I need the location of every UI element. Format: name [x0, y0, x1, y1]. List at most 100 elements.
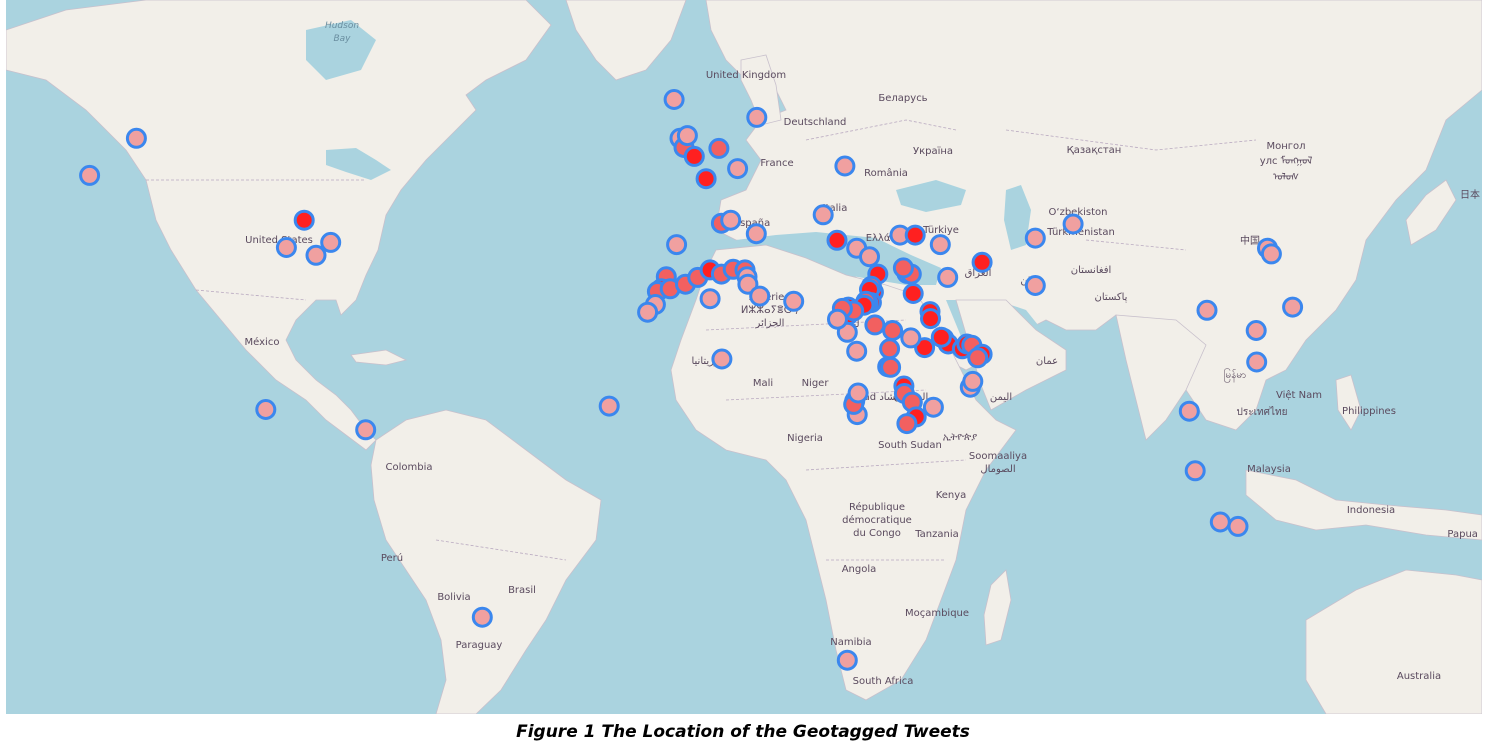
- tweet-marker[interactable]: [663, 89, 685, 110]
- tweet-marker[interactable]: [293, 209, 315, 231]
- label-malaysia: Malaysia: [1247, 464, 1291, 475]
- label-niger: Niger: [802, 378, 830, 389]
- label-hudson-bay: Hudson: [325, 21, 359, 31]
- tweet-marker[interactable]: [711, 348, 733, 370]
- tweet-marker[interactable]: [847, 382, 869, 404]
- label-bolivia: Bolivia: [437, 592, 470, 603]
- tweet-marker[interactable]: [637, 301, 659, 323]
- label-nihon: 日本: [1460, 188, 1480, 201]
- label-myanmar: မြန်မာ: [1224, 367, 1246, 383]
- tweet-marker[interactable]: [922, 396, 944, 418]
- tweet-marker[interactable]: [1062, 213, 1084, 235]
- tweet-marker[interactable]: [305, 244, 327, 266]
- tweet-marker[interactable]: [902, 283, 924, 304]
- tweet-marker[interactable]: [1024, 227, 1046, 249]
- label-indonesia: Indonesia: [1347, 505, 1395, 516]
- tweet-marker[interactable]: [666, 234, 688, 256]
- tweet-marker[interactable]: [962, 370, 984, 392]
- tweet-marker[interactable]: [892, 257, 914, 279]
- tweet-marker[interactable]: [879, 338, 901, 360]
- tweet-marker[interactable]: [930, 326, 952, 348]
- tweet-marker[interactable]: [699, 288, 721, 310]
- tweet-marker[interactable]: [1196, 299, 1218, 321]
- tweet-marker[interactable]: [1024, 275, 1046, 296]
- tweet-marker[interactable]: [79, 164, 101, 186]
- label-kazakhstan: Қазақстан: [1067, 145, 1122, 156]
- tweet-marker[interactable]: [826, 229, 848, 251]
- label-brasil: Brasil: [508, 585, 536, 596]
- label-afghanistan: افغانستان: [1071, 265, 1112, 276]
- tweet-marker[interactable]: [836, 649, 858, 671]
- tweet-marker[interactable]: [864, 314, 886, 336]
- label-tanzania: Tanzania: [914, 529, 959, 540]
- tweet-marker[interactable]: [900, 327, 922, 349]
- tweet-marker[interactable]: [355, 419, 377, 441]
- label-oman: عمان: [1036, 356, 1058, 367]
- tweet-marker[interactable]: [1178, 400, 1200, 422]
- tweet-marker[interactable]: [471, 606, 493, 628]
- landmass-japan: [1405, 179, 1457, 246]
- tweet-marker[interactable]: [1184, 460, 1206, 482]
- tweet-marker[interactable]: [255, 399, 277, 420]
- tweet-marker[interactable]: [746, 106, 768, 128]
- tweet-marker[interactable]: [882, 320, 904, 341]
- tweet-marker[interactable]: [971, 251, 993, 273]
- label-angola: Angola: [842, 564, 877, 575]
- world-map[interactable]: Hudson Bay United States México Colombia…: [6, 0, 1482, 714]
- label-hudson-bay-2: Bay: [333, 34, 351, 44]
- tweet-marker[interactable]: [676, 125, 698, 147]
- tweet-marker[interactable]: [896, 413, 918, 435]
- tweet-marker[interactable]: [749, 285, 771, 307]
- tweet-marker[interactable]: [1227, 515, 1249, 537]
- map-canvas[interactable]: Hudson Bay United States México Colombia…: [6, 0, 1482, 714]
- label-mongol-2: улс ᠮᠣᠩᠭᠣᠯ: [1260, 155, 1313, 167]
- tweet-marker[interactable]: [1209, 511, 1231, 533]
- mediterranean-water: [736, 232, 941, 285]
- landmass-cuba: [350, 349, 408, 366]
- tweet-marker[interactable]: [683, 145, 705, 167]
- tweet-marker[interactable]: [937, 266, 959, 288]
- hudson-bay-water: [306, 20, 376, 80]
- tweet-marker[interactable]: [598, 395, 620, 417]
- tweet-marker[interactable]: [880, 356, 902, 378]
- tweet-marker[interactable]: [914, 337, 936, 359]
- tweet-marker[interactable]: [745, 223, 767, 245]
- tweet-marker[interactable]: [859, 246, 880, 268]
- label-algerie-3: الجزائر: [755, 318, 785, 329]
- tweet-marker[interactable]: [846, 340, 868, 362]
- tweet-marker[interactable]: [929, 234, 951, 256]
- label-united-kingdom: United Kingdom: [706, 70, 786, 81]
- tweet-marker[interactable]: [827, 308, 848, 330]
- tweet-marker[interactable]: [812, 204, 834, 226]
- tweet-marker[interactable]: [920, 308, 941, 330]
- tweet-marker[interactable]: [708, 137, 730, 159]
- landmass-madagascar: [983, 569, 1012, 646]
- tweet-marker[interactable]: [1245, 320, 1267, 341]
- tweet-marker[interactable]: [275, 237, 297, 258]
- label-south-sudan: South Sudan: [878, 440, 942, 451]
- tweet-markers[interactable]: [79, 89, 1304, 671]
- tweet-marker[interactable]: [720, 209, 742, 231]
- landmass-indonesia: [1245, 469, 1482, 541]
- label-papua: Papua N: [1447, 529, 1482, 540]
- label-ethiopia: ኢትዮጵያ: [943, 432, 977, 443]
- tweet-marker[interactable]: [1260, 243, 1282, 265]
- tweet-marker[interactable]: [1246, 351, 1268, 373]
- tweet-marker[interactable]: [695, 168, 717, 190]
- tweet-marker[interactable]: [125, 127, 147, 149]
- tweet-marker[interactable]: [783, 290, 805, 312]
- label-romania: România: [864, 167, 908, 179]
- tweet-marker[interactable]: [320, 231, 342, 253]
- tweet-marker[interactable]: [834, 155, 856, 177]
- landmasses: [6, 0, 1482, 714]
- label-tchad: Tchad تشاد: [846, 392, 898, 403]
- tweet-marker[interactable]: [1282, 296, 1304, 318]
- label-somaaliya: Soomaaliya: [969, 451, 1027, 462]
- tweet-marker[interactable]: [967, 347, 989, 369]
- label-ukraina: Україна: [913, 146, 953, 157]
- tweet-marker[interactable]: [904, 224, 926, 246]
- label-thailand: ประเทศไทย: [1237, 406, 1288, 418]
- tweet-marker[interactable]: [727, 158, 749, 180]
- landmass-australia: [1305, 569, 1482, 714]
- label-rdc: République: [849, 501, 905, 513]
